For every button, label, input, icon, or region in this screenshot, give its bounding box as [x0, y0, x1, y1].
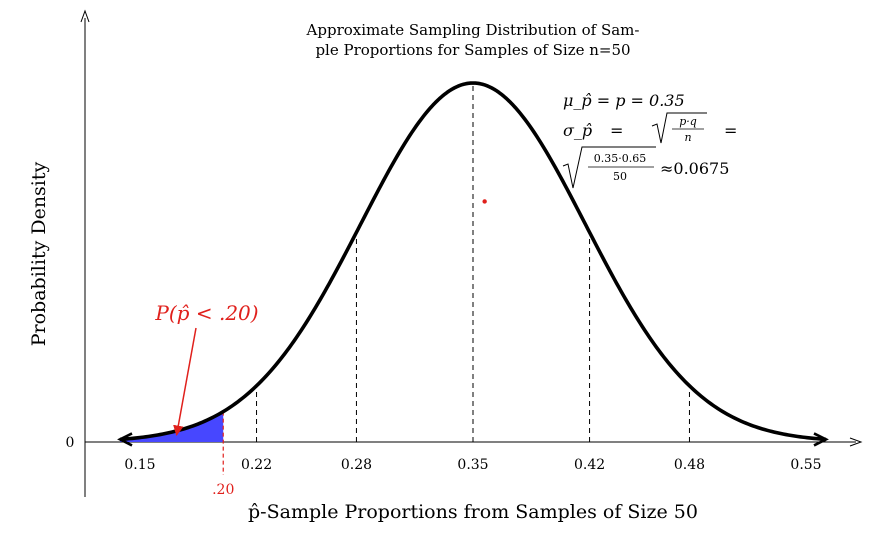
formula-den2: 50: [613, 170, 627, 183]
chart-title-line1: Approximate Sampling Distribution of Sam…: [306, 21, 640, 39]
curve-right-arrow-icon: [813, 432, 829, 447]
chart-title-line2: ple Proportions for Samples of Size n=50: [315, 41, 630, 59]
x-axis-title: p̂-Sample Proportions from Samples of Si…: [248, 501, 698, 523]
formula-sigma: σ_p̂: [563, 121, 592, 140]
density-curve: [119, 81, 827, 442]
x-tick-label-5: 0.48: [674, 457, 705, 473]
cutoff-label: .20: [212, 482, 234, 498]
x-tick-label-2: 0.28: [341, 457, 372, 473]
x-tick-label-4: 0.42: [574, 457, 605, 473]
formula-num2: 0.35·0.65: [594, 152, 646, 165]
sqrt-sign-2-icon: [562, 146, 656, 189]
formula-eq-1: =: [610, 121, 623, 140]
probability-annotation: P(p̂ < .20): [154, 301, 258, 325]
curve-left-arrow-icon: [117, 432, 133, 447]
x-tick-labels: 0.15 0.22 0.28 0.35 0.42 0.48 0.55: [124, 457, 821, 473]
formula-frac-den: n: [684, 131, 691, 144]
y-axis-arrow-icon: [80, 9, 90, 23]
y-axis-title: Probability Density: [28, 161, 50, 346]
sqrt-sign-icon: [651, 112, 707, 144]
formula-block: μ_p̂ = p = 0.35 σ_p̂ = p·q n = 0.35·0.65…: [562, 91, 737, 189]
x-tick-label-1: 0.22: [241, 457, 272, 473]
annotation-arrow: [173, 327, 197, 437]
x-tick-label-3: 0.35: [457, 457, 488, 473]
formula-frac-num: p·q: [679, 115, 697, 128]
formula-mu-line: μ_p̂ = p = 0.35: [563, 91, 685, 110]
formula-approx: ≈0.0675: [660, 159, 729, 178]
x-tick-label-0: 0.15: [124, 457, 155, 473]
dashed-reference-lines: [256, 83, 690, 442]
x-tick-label-6: 0.55: [790, 457, 821, 473]
x-axis-arrow-icon: [849, 437, 863, 447]
shaded-tail-area: [120, 411, 224, 442]
y-zero-label: 0: [66, 435, 75, 451]
red-dot-marker: [482, 199, 487, 204]
formula-eq-2: =: [724, 121, 737, 140]
